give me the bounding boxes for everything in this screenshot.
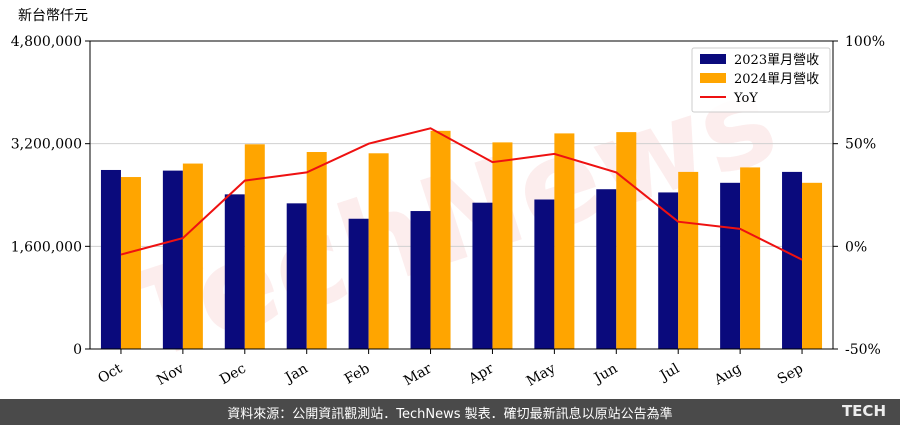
bar-2023-Apr	[472, 202, 493, 349]
x-tick-label-Sep: Sep	[775, 361, 806, 388]
y-left-tick-label: 4,800,000	[11, 34, 82, 50]
bar-2023-Mar	[410, 211, 431, 349]
bar-2024-Aug	[740, 167, 761, 349]
x-tick-label-Oct: Oct	[95, 360, 125, 387]
bar-2024-Sep	[802, 182, 823, 349]
bar-2024-Dec	[244, 144, 265, 349]
source-note: 資料來源：公開資訊觀測站．TechNews 製表．確切最新訊息以原站公告為準	[227, 407, 673, 422]
legend-swatch-1	[700, 73, 726, 83]
plot-frame	[89, 40, 834, 350]
legend-label-0: 2023單月營收	[734, 53, 819, 68]
y-left-tick-label: 0	[73, 342, 82, 358]
x-tick-label-Jun: Jun	[590, 361, 620, 388]
bar-2024-Nov	[182, 163, 203, 349]
bar-2023-Sep	[782, 171, 803, 349]
bar-2024-May	[554, 133, 575, 349]
legend-label-1: 2024單月營收	[734, 72, 819, 87]
bar-2023-Jan	[286, 203, 307, 349]
legend-swatch-0	[700, 54, 726, 64]
y-right-tick-label: 50%	[845, 137, 876, 153]
bar-2023-Feb	[348, 218, 369, 349]
x-tick-label-Apr: Apr	[465, 360, 496, 387]
bar-2023-Aug	[720, 182, 741, 349]
legend-box	[691, 47, 831, 113]
bar-2024-Feb	[368, 153, 389, 349]
y-right-tick-label: 100%	[845, 34, 885, 50]
x-tick-label-Aug: Aug	[711, 361, 744, 389]
y-right-tick-label: 0%	[845, 239, 867, 255]
site-logo: TECH	[841, 402, 886, 420]
bar-2024-Oct	[120, 177, 141, 349]
bar-2024-Apr	[492, 142, 513, 349]
bar-2024-Jun	[616, 132, 637, 349]
y-left-tick-label: 3,200,000	[11, 137, 82, 153]
legend-label-2: YoY	[733, 91, 758, 106]
bar-2024-Jul	[678, 171, 699, 349]
x-tick-label-Feb: Feb	[342, 361, 373, 388]
x-tick-label-Jul: Jul	[656, 360, 683, 385]
bar-2023-Nov	[162, 170, 183, 349]
x-tick-label-May: May	[524, 361, 559, 390]
x-tick-label-Jan: Jan	[281, 361, 311, 387]
yoy-line	[120, 127, 803, 261]
bar-2023-Jul	[658, 192, 679, 349]
y-unit-label: 新台幣仟元	[18, 8, 88, 24]
bar-2023-Oct	[100, 169, 121, 349]
bar-2023-May	[534, 199, 555, 349]
source-footer: 資料來源：公開資訊觀測站．TechNews 製表．確切最新訊息以原站公告為準 T…	[0, 399, 900, 425]
revenue-chart: TechNews01,600,0003,200,0004,800,000-50%…	[11, 8, 885, 390]
bar-2024-Jan	[306, 152, 327, 349]
bar-2023-Dec	[224, 194, 245, 349]
bar-2023-Jun	[596, 189, 617, 349]
y-left-tick-label: 1,600,000	[11, 239, 82, 255]
x-tick-label-Mar: Mar	[401, 360, 435, 389]
bar-2024-Mar	[430, 130, 451, 349]
y-right-tick-label: -50%	[845, 342, 881, 358]
